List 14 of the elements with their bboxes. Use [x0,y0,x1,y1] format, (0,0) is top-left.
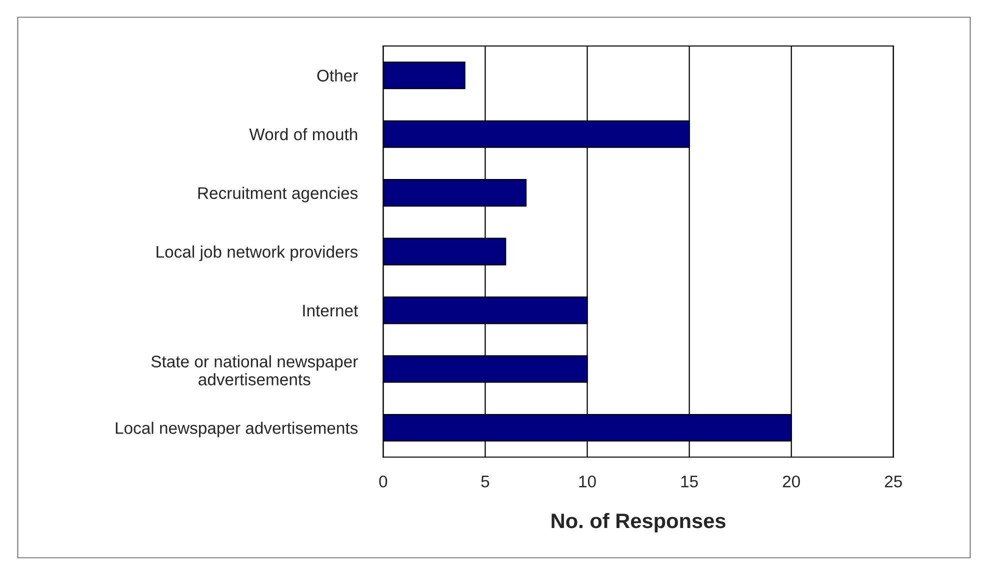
y-tick-label: Word of mouth [249,128,358,140]
y-tick-label: Other [317,69,358,82]
y-tick-label: Recruitment agencies [198,186,358,202]
y-tick-label: State or national newspaper advertisements [151,355,358,386]
x-tick-label: 15 [681,476,698,488]
x-tick-label: 0 [379,476,388,488]
y-tick-label: Local newspaper advertisements [116,422,358,438]
x-axis-title: No. of Responses [552,512,726,532]
y-tick-label: Internet [303,304,358,316]
x-tick-label: 5 [481,476,490,488]
y-tick-label: Local job network providers [156,246,358,262]
x-tick-label: 20 [782,476,800,488]
x-tick-label: 25 [884,476,902,488]
x-tick-label: 10 [579,476,596,488]
